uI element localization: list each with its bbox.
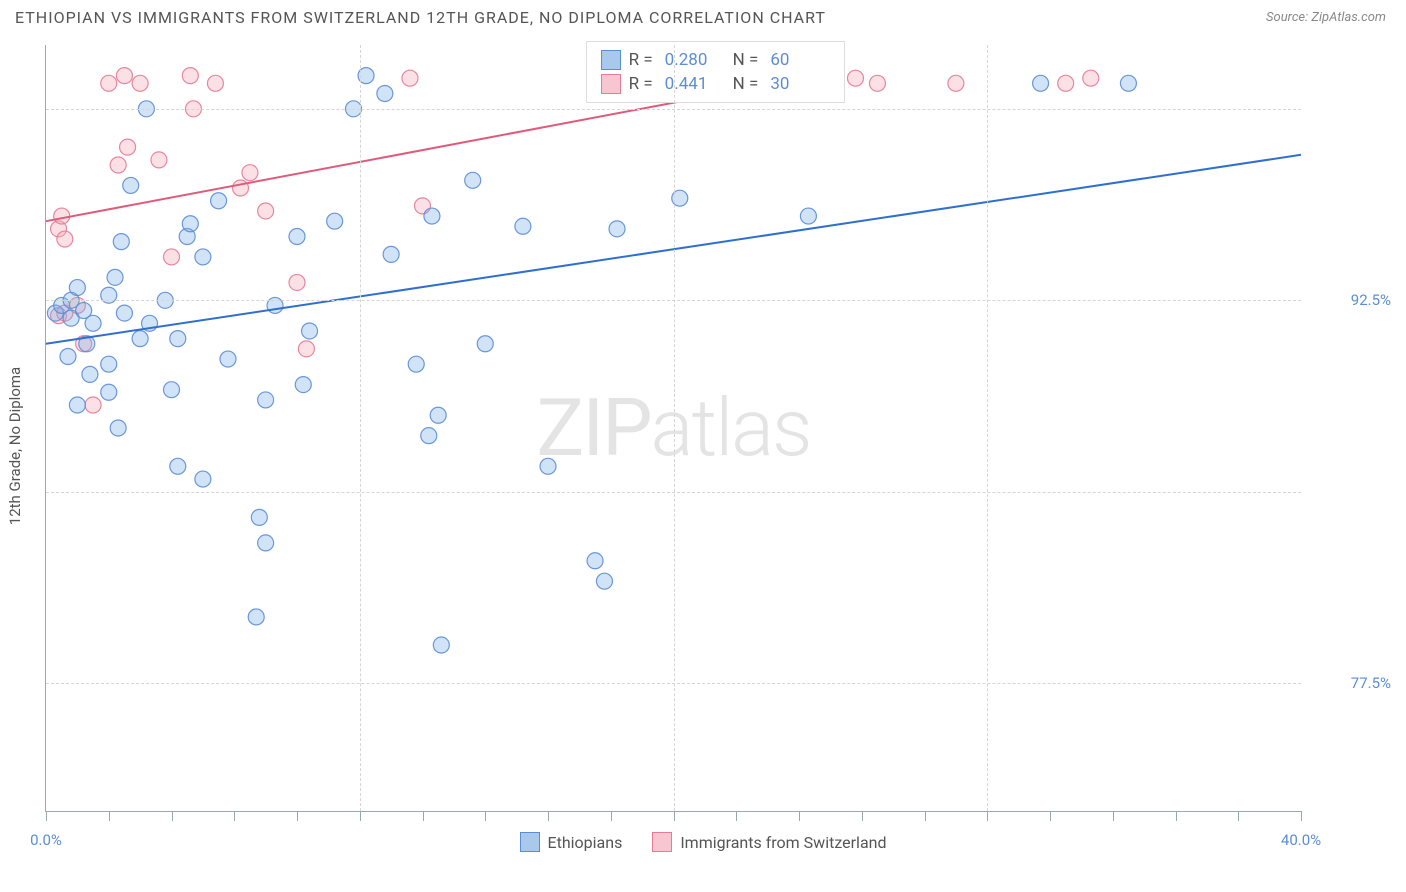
data-point xyxy=(377,86,393,102)
swatch-a-icon xyxy=(601,50,621,70)
data-point xyxy=(113,234,129,250)
legend-stats: R = 0.280 N = 60 R = 0.441 N = 30 xyxy=(586,41,846,103)
legend-stats-row-a: R = 0.280 N = 60 xyxy=(601,48,831,72)
data-point xyxy=(110,157,126,173)
legend-label-b: Immigrants from Switzerland xyxy=(680,833,886,852)
data-point xyxy=(847,70,863,86)
data-point xyxy=(116,68,132,84)
data-point xyxy=(123,177,139,193)
chart-source: Source: ZipAtlas.com xyxy=(1266,10,1386,25)
data-point xyxy=(609,221,625,237)
data-point xyxy=(295,377,311,393)
data-point xyxy=(421,428,437,444)
data-point xyxy=(1058,75,1074,91)
plot-area: ZIPatlas R = 0.280 N = 60 R = 0.441 N = … xyxy=(45,45,1301,812)
data-point xyxy=(1120,75,1136,91)
data-point xyxy=(110,420,126,436)
data-point xyxy=(195,471,211,487)
data-point xyxy=(402,70,418,86)
data-point xyxy=(515,218,531,234)
legend-label-a: Ethiopians xyxy=(548,833,623,852)
data-point xyxy=(132,331,148,347)
n-label: N = xyxy=(733,50,759,70)
data-point xyxy=(596,573,612,589)
data-point xyxy=(298,341,314,357)
r-label: R = xyxy=(629,50,653,70)
data-point xyxy=(170,458,186,474)
data-point xyxy=(69,280,85,296)
data-point xyxy=(57,231,73,247)
legend-swatch-b-icon xyxy=(652,832,672,852)
data-point xyxy=(101,384,117,400)
data-point xyxy=(170,331,186,347)
data-point xyxy=(465,172,481,188)
data-point xyxy=(289,274,305,290)
data-point xyxy=(258,535,274,551)
data-point xyxy=(164,249,180,265)
data-point xyxy=(289,229,305,245)
data-point xyxy=(258,392,274,408)
data-point xyxy=(248,609,264,625)
data-point xyxy=(82,366,98,382)
data-point xyxy=(107,269,123,285)
data-point xyxy=(948,75,964,91)
y-tick-label: 92.5% xyxy=(1311,291,1391,309)
legend-item-a: Ethiopians xyxy=(520,832,623,852)
r-label2: R = xyxy=(629,74,653,94)
data-point xyxy=(211,193,227,209)
data-point xyxy=(151,152,167,168)
data-point xyxy=(477,336,493,352)
data-point xyxy=(195,249,211,265)
data-point xyxy=(327,213,343,229)
data-point xyxy=(54,208,70,224)
data-point xyxy=(408,356,424,372)
data-point xyxy=(182,68,198,84)
legend-swatch-a-icon xyxy=(520,832,540,852)
data-point xyxy=(85,397,101,413)
n-value-a: 60 xyxy=(770,50,830,70)
n-value-b: 30 xyxy=(770,74,830,94)
data-point xyxy=(587,553,603,569)
y-tick-label: 77.5% xyxy=(1311,674,1391,692)
data-point xyxy=(101,356,117,372)
data-point xyxy=(207,75,223,91)
data-point xyxy=(383,246,399,262)
data-point xyxy=(242,165,258,181)
n-label2: N = xyxy=(733,74,759,94)
data-point xyxy=(1083,70,1099,86)
data-point xyxy=(69,397,85,413)
y-axis-label: 12th Grade, No Diploma xyxy=(6,367,24,525)
data-point xyxy=(164,382,180,398)
data-point xyxy=(540,458,556,474)
data-point xyxy=(120,139,136,155)
data-point xyxy=(424,208,440,224)
chart-title: ETHIOPIAN VS IMMIGRANTS FROM SWITZERLAND… xyxy=(15,8,826,27)
legend-item-b: Immigrants from Switzerland xyxy=(652,832,886,852)
data-point xyxy=(302,323,318,339)
data-point xyxy=(60,349,76,365)
data-point xyxy=(220,351,236,367)
data-point xyxy=(85,315,101,331)
swatch-b-icon xyxy=(601,74,621,94)
legend-series: Ethiopians Immigrants from Switzerland xyxy=(0,832,1406,852)
data-point xyxy=(101,75,117,91)
data-point xyxy=(800,208,816,224)
data-point xyxy=(251,509,267,525)
chart-header: ETHIOPIAN VS IMMIGRANTS FROM SWITZERLAND… xyxy=(0,0,1406,33)
data-point xyxy=(258,203,274,219)
data-point xyxy=(430,407,446,423)
data-point xyxy=(182,216,198,232)
data-point xyxy=(116,305,132,321)
data-point xyxy=(433,637,449,653)
data-point xyxy=(132,75,148,91)
data-point xyxy=(1033,75,1049,91)
data-point xyxy=(869,75,885,91)
legend-stats-row-b: R = 0.441 N = 30 xyxy=(601,72,831,96)
